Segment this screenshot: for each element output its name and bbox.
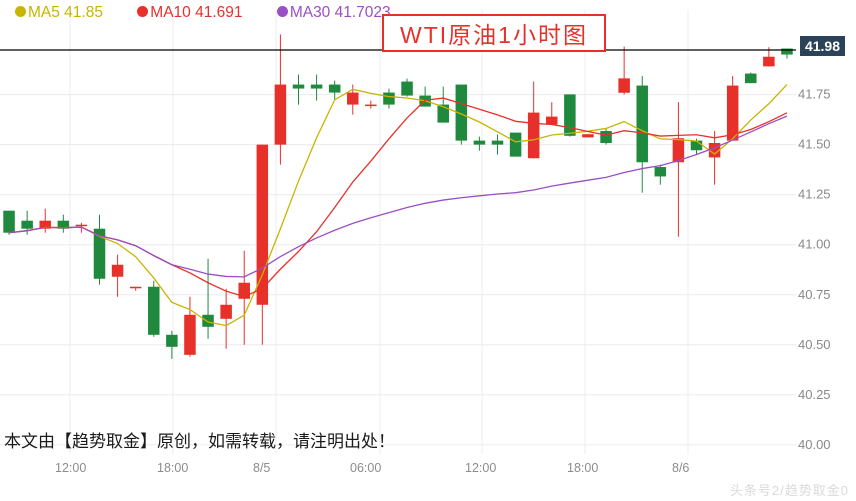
svg-text:40.50: 40.50 [798,337,831,352]
svg-text:40.75: 40.75 [798,287,831,302]
svg-text:40.25: 40.25 [798,387,831,402]
svg-text:41.50: 41.50 [798,137,831,152]
svg-text:41.75: 41.75 [798,87,831,102]
svg-text:41.25: 41.25 [798,187,831,202]
svg-text:41.00: 41.00 [798,237,831,252]
svg-text:40.00: 40.00 [798,437,831,452]
